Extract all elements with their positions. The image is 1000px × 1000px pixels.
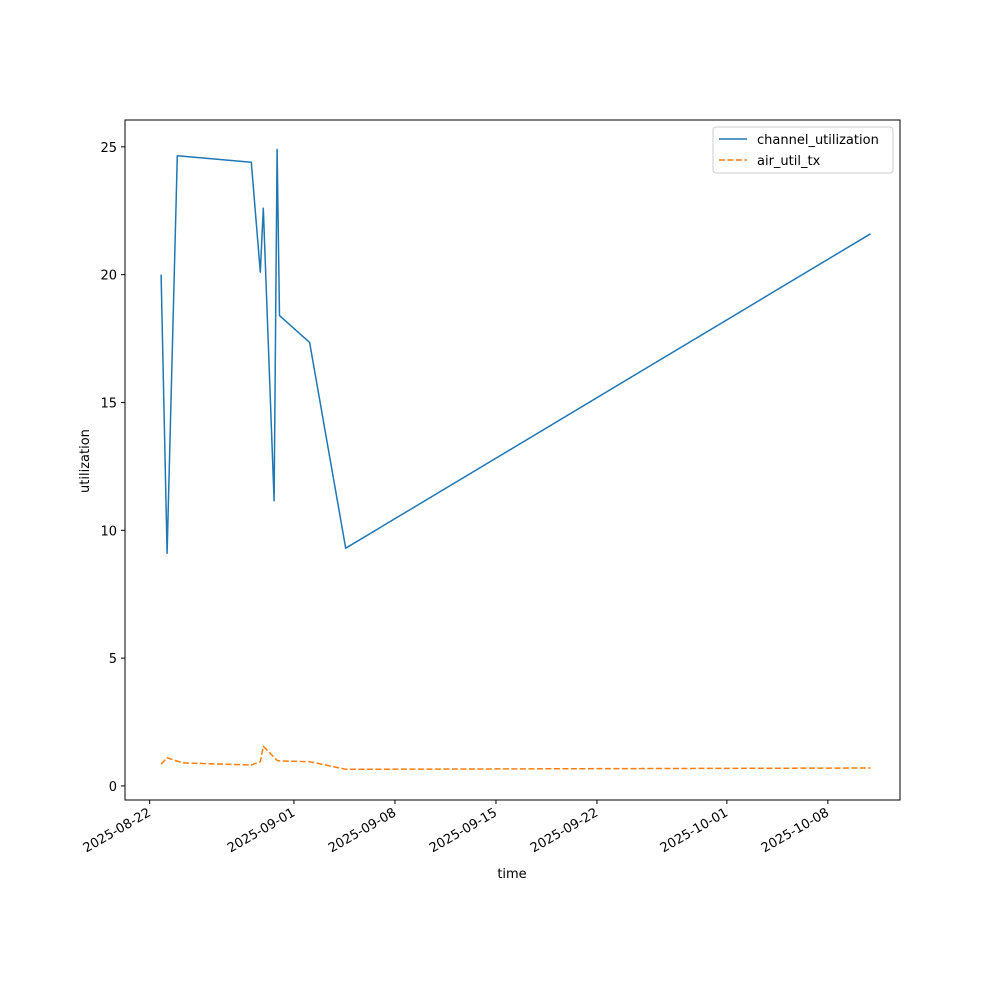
legend-label-air-util-tx: air_util_tx bbox=[757, 154, 821, 169]
plot-area bbox=[125, 120, 900, 800]
y-tick-label-0: 0 bbox=[109, 780, 117, 795]
legend-label-channel-utilization: channel_utilization bbox=[757, 133, 879, 148]
x-axis-label: time bbox=[497, 867, 526, 882]
y-tick-label-20: 20 bbox=[100, 269, 117, 284]
series-line-air-util-tx bbox=[160, 745, 871, 771]
series-layer bbox=[160, 148, 871, 771]
legend-frame bbox=[712, 126, 894, 174]
y-axis-label: utilization bbox=[78, 429, 93, 493]
series-line-channel-utilization bbox=[160, 148, 871, 555]
y-axis: 0 5 10 15 20 25 bbox=[100, 141, 125, 795]
y-tick-label-5: 5 bbox=[109, 652, 117, 667]
legend: channel_utilization air_util_tx bbox=[712, 126, 894, 174]
y-tick-label-25: 25 bbox=[100, 141, 117, 156]
axes-frame bbox=[124, 119, 901, 801]
y-tick-label-15: 15 bbox=[100, 396, 117, 411]
y-tick-label-10: 10 bbox=[100, 524, 117, 539]
